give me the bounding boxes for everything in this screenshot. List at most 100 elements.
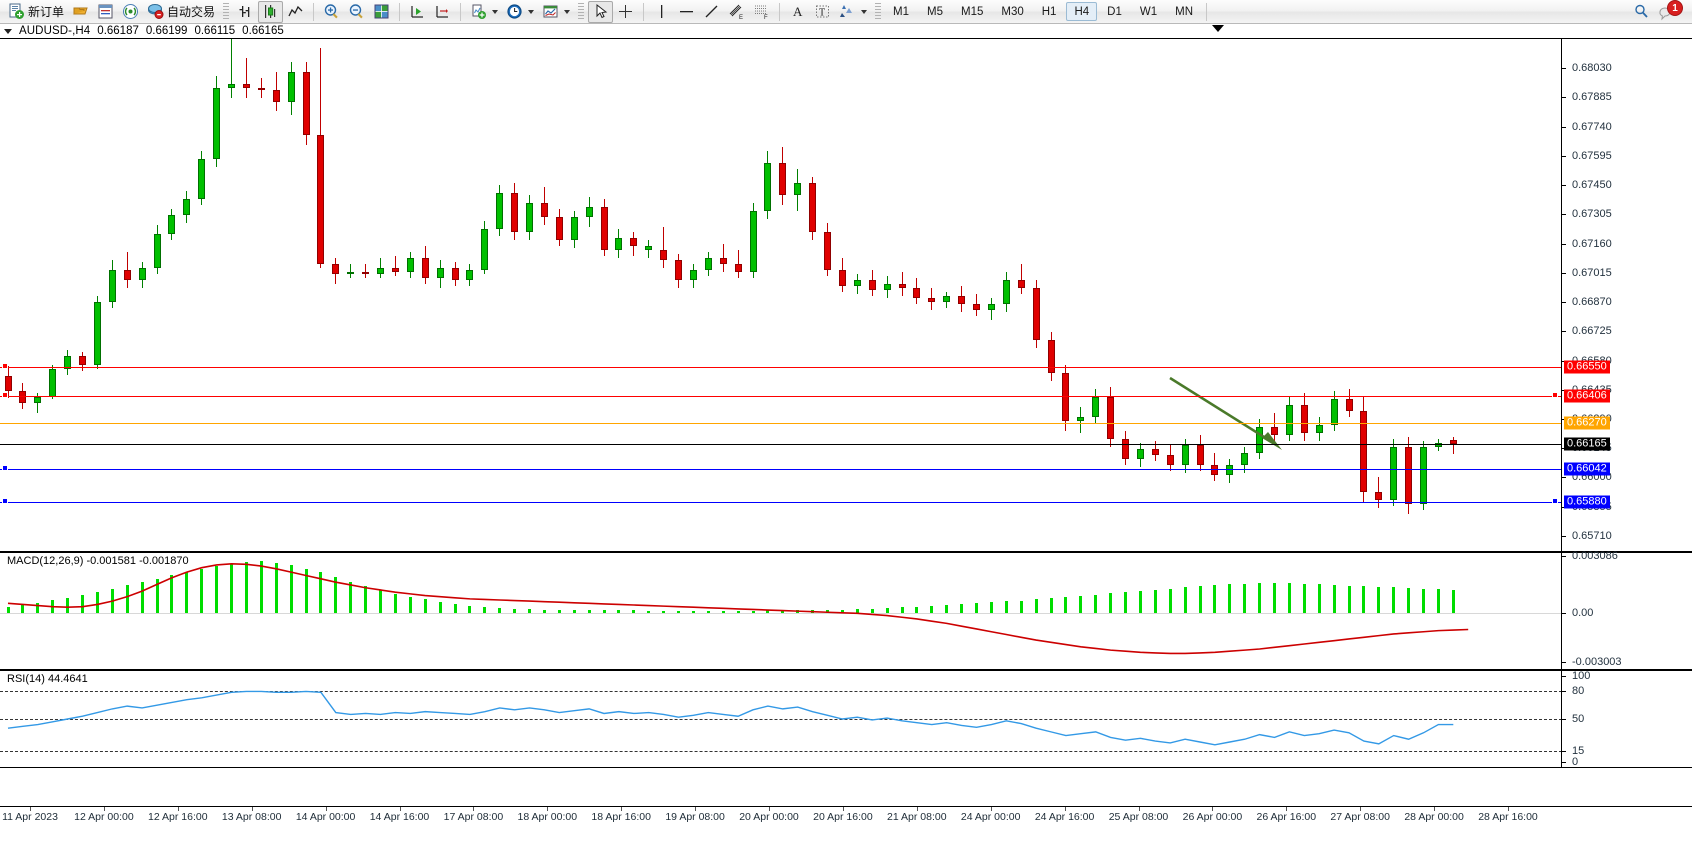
data-window-button[interactable]	[93, 1, 118, 23]
timeframe-mn-button[interactable]: MN	[1175, 6, 1193, 18]
down-arrow-annotation[interactable]	[0, 38, 1562, 552]
toolbar-grip-2[interactable]	[578, 2, 585, 21]
rsi-pane[interactable]: RSI(14) 44.4641 100 80 50 15 0	[0, 670, 1692, 768]
price-level-line-support-2[interactable]	[0, 501, 1562, 503]
timeframe-h1-button[interactable]: H1	[1041, 6, 1057, 18]
price-tag-current-price[interactable]: 0.66165	[1564, 437, 1610, 451]
price-level-anchor[interactable]	[1552, 498, 1558, 505]
new-order-button[interactable]: 新订单	[4, 1, 68, 23]
chart-shift-button[interactable]	[430, 1, 455, 23]
price-pane[interactable]: 0.68030 0.67885 0.67740 0.67595 0.67450 0.673…	[0, 38, 1692, 552]
timeframe-m15-button[interactable]: M15	[961, 6, 984, 18]
shapes-button[interactable]	[835, 1, 871, 23]
indicators-dropdown-icon[interactable]	[492, 9, 499, 14]
candlestick	[391, 38, 399, 552]
candle-body	[1077, 416, 1085, 421]
templates-button[interactable]	[538, 1, 574, 23]
price-level-anchor[interactable]	[1552, 392, 1558, 399]
candle-body	[183, 199, 191, 216]
candlestick	[809, 38, 817, 552]
signals-button[interactable]	[118, 1, 143, 23]
price-level-line-current-price[interactable]	[0, 444, 1562, 446]
periods-button[interactable]	[502, 1, 538, 23]
fibonacci-button[interactable]: F	[749, 1, 774, 23]
toolbar-grip-3[interactable]	[875, 2, 882, 21]
macd-pane[interactable]: MACD(12,26,9) -0.001581 -0.001870 0.0030…	[0, 550, 1692, 670]
chart-area[interactable]: 0.68030 0.67885 0.67740 0.67595 0.67450 0.673…	[0, 38, 1692, 852]
quote-high: 0.66199	[145, 25, 188, 37]
price-plot[interactable]	[0, 38, 1562, 552]
candlestick	[734, 38, 742, 552]
market-watch-button[interactable]	[369, 1, 394, 23]
chart-scroll-marker-icon[interactable]	[1212, 25, 1224, 32]
macd-histogram-bar	[319, 572, 323, 614]
candlestick	[1449, 38, 1457, 552]
timeframe-m1-button[interactable]: M1	[893, 6, 910, 18]
price-level-line-resistance-1[interactable]	[0, 366, 1562, 368]
timeframe-h4-button[interactable]: H4	[1066, 2, 1098, 21]
price-tag-support-1[interactable]: 0.66042	[1564, 462, 1610, 476]
price-level-line-support-1[interactable]	[0, 468, 1562, 470]
time-axis[interactable]: 11 Apr 2023 12 Apr 00:00 12 Apr 16:00 13 Ap…	[0, 806, 1692, 828]
macd-histogram-bar	[1168, 588, 1172, 614]
timeframe-w1-button[interactable]: W1	[1139, 6, 1158, 18]
shapes-dropdown-icon[interactable]	[861, 9, 868, 14]
rsi-plot[interactable]	[0, 670, 1562, 768]
candle-wick	[394, 255, 396, 276]
candle-body	[1122, 439, 1129, 460]
price-level-line-resistance-2[interactable]	[0, 395, 1562, 397]
line-chart-button[interactable]	[283, 1, 308, 23]
auto-trading-button[interactable]: 自动交易	[143, 1, 219, 23]
candlestick-chart-button[interactable]	[258, 0, 284, 23]
price-tag-resistance-2[interactable]: 0.66406	[1564, 389, 1610, 403]
zoom-out-button[interactable]	[344, 1, 369, 23]
auto-scroll-button[interactable]	[405, 1, 430, 23]
price-axis-label: 0.67160	[1572, 237, 1612, 250]
toolbar-grip-1[interactable]	[223, 2, 230, 21]
price-level-anchor[interactable]	[2, 363, 8, 370]
timeframe-m5-button[interactable]: M5	[927, 6, 943, 18]
price-level-anchor[interactable]	[2, 392, 8, 399]
indicators-button[interactable]	[466, 1, 502, 23]
candlestick	[138, 38, 146, 552]
text-label-button[interactable]: T	[810, 1, 835, 23]
search-button[interactable]	[1629, 1, 1654, 23]
price-level-line-pivot[interactable]	[0, 423, 1562, 424]
notifications-button[interactable]: 1	[1654, 0, 1684, 23]
zoom-in-button[interactable]	[319, 1, 344, 23]
crosshair-icon	[617, 3, 634, 20]
candlestick	[302, 38, 310, 552]
price-axis[interactable]: 0.68030 0.67885 0.67740 0.67595 0.67450 0.673…	[1562, 38, 1692, 552]
horizontal-line-button[interactable]	[674, 1, 699, 23]
time-axis-label: 26 Apr 16:00	[1256, 811, 1317, 823]
bar-chart-button[interactable]	[233, 1, 258, 23]
price-tag-support-2[interactable]: 0.65880	[1564, 495, 1610, 509]
macd-histogram-bar	[1451, 590, 1455, 614]
periods-dropdown-icon[interactable]	[528, 9, 535, 14]
macd-histogram-bar	[1436, 589, 1440, 614]
timeframe-m30-button[interactable]: M30	[1001, 6, 1024, 18]
trendline-button[interactable]	[699, 1, 724, 23]
price-level-anchor[interactable]	[2, 465, 8, 472]
cursor-button[interactable]	[588, 0, 614, 23]
price-tag-pivot[interactable]: 0.66270	[1564, 416, 1610, 430]
vertical-line-button[interactable]	[649, 1, 674, 23]
macd-histogram-bar	[1302, 583, 1306, 614]
price-tag-resistance-1[interactable]: 0.66550	[1564, 360, 1610, 374]
candlestick	[198, 38, 206, 552]
timeframe-d1-button[interactable]: D1	[1107, 6, 1122, 18]
candlestick	[257, 38, 265, 552]
candle-body	[79, 356, 86, 365]
macd-histogram-bar	[483, 606, 487, 614]
templates-dropdown-icon[interactable]	[564, 9, 571, 14]
candle-wick	[231, 39, 232, 99]
chart-menu-triangle-icon[interactable]	[4, 28, 12, 34]
crosshair-button[interactable]	[613, 1, 638, 23]
expert-advisor-button[interactable]	[68, 1, 93, 23]
macd-plot[interactable]	[0, 552, 1562, 670]
candlestick	[615, 38, 623, 552]
candlestick	[1166, 38, 1174, 552]
text-button[interactable]: A	[785, 1, 810, 23]
price-level-anchor[interactable]	[2, 498, 8, 505]
equidistant-channel-button[interactable]: E	[724, 1, 749, 23]
